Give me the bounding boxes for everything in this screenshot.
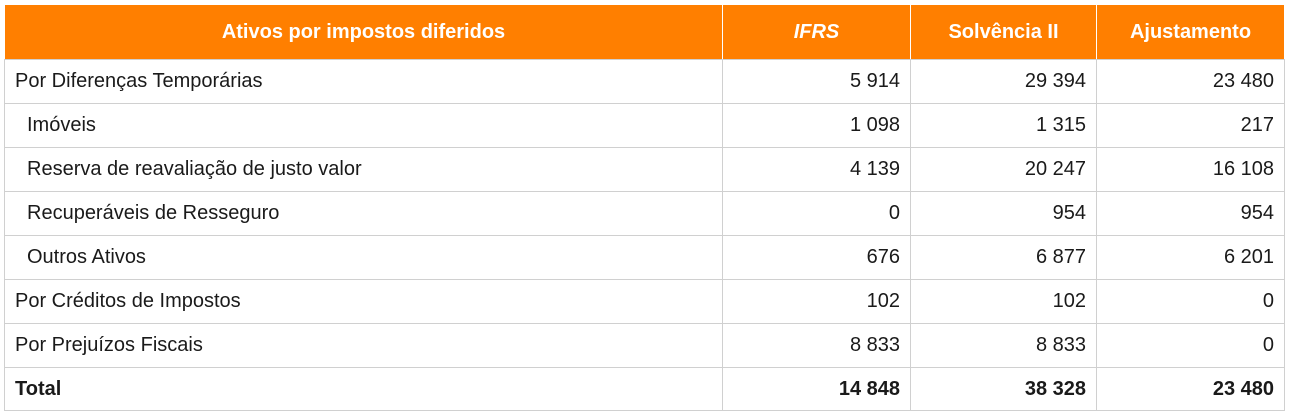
cell-solvencia: 954 [910,191,1097,236]
header-row: Ativos por impostos diferidos IFRS Solvê… [4,4,1285,60]
table-row: Por Prejuízos Fiscais 8 833 8 833 0 [4,323,1285,368]
table-row: Recuperáveis de Resseguro 0 954 954 [4,191,1285,236]
total-ifrs: 14 848 [722,367,911,411]
row-label: Imóveis [4,103,723,148]
header-ifrs: IFRS [722,4,911,60]
table-row: Outros Ativos 676 6 877 6 201 [4,235,1285,280]
cell-ifrs: 0 [722,191,911,236]
cell-ifrs: 676 [722,235,911,280]
cell-ifrs: 8 833 [722,323,911,368]
row-label: Por Créditos de Impostos [4,279,723,324]
total-row: Total 14 848 38 328 23 480 [4,367,1285,411]
cell-solvencia: 20 247 [910,147,1097,192]
deferred-tax-assets-table: Ativos por impostos diferidos IFRS Solvê… [4,4,1285,411]
cell-ifrs: 5 914 [722,59,911,104]
cell-ifrs: 4 139 [722,147,911,192]
cell-ifrs: 102 [722,279,911,324]
cell-ajustamento: 23 480 [1096,59,1285,104]
table-row: Reserva de reavaliação de justo valor 4 … [4,147,1285,192]
row-label: Reserva de reavaliação de justo valor [4,147,723,192]
cell-ajustamento: 16 108 [1096,147,1285,192]
cell-solvencia: 102 [910,279,1097,324]
cell-ajustamento: 954 [1096,191,1285,236]
table-row: Por Créditos de Impostos 102 102 0 [4,279,1285,324]
total-solvencia: 38 328 [910,367,1097,411]
row-label: Por Prejuízos Fiscais [4,323,723,368]
cell-solvencia: 1 315 [910,103,1097,148]
row-label: Recuperáveis de Resseguro [4,191,723,236]
cell-ifrs: 1 098 [722,103,911,148]
row-label: Por Diferenças Temporárias [4,59,723,104]
header-ajustamento: Ajustamento [1096,4,1285,60]
cell-solvencia: 29 394 [910,59,1097,104]
total-ajustamento: 23 480 [1096,367,1285,411]
table-header: Ativos por impostos diferidos IFRS Solvê… [4,4,1285,60]
total-label: Total [4,367,723,411]
cell-ajustamento: 6 201 [1096,235,1285,280]
header-ativos: Ativos por impostos diferidos [4,4,723,60]
header-solvencia: Solvência II [910,4,1097,60]
cell-solvencia: 8 833 [910,323,1097,368]
table-row: Por Diferenças Temporárias 5 914 29 394 … [4,59,1285,104]
table-body: Por Diferenças Temporárias 5 914 29 394 … [4,59,1285,411]
table-row: Imóveis 1 098 1 315 217 [4,103,1285,148]
cell-ajustamento: 0 [1096,279,1285,324]
cell-solvencia: 6 877 [910,235,1097,280]
row-label: Outros Ativos [4,235,723,280]
cell-ajustamento: 0 [1096,323,1285,368]
cell-ajustamento: 217 [1096,103,1285,148]
